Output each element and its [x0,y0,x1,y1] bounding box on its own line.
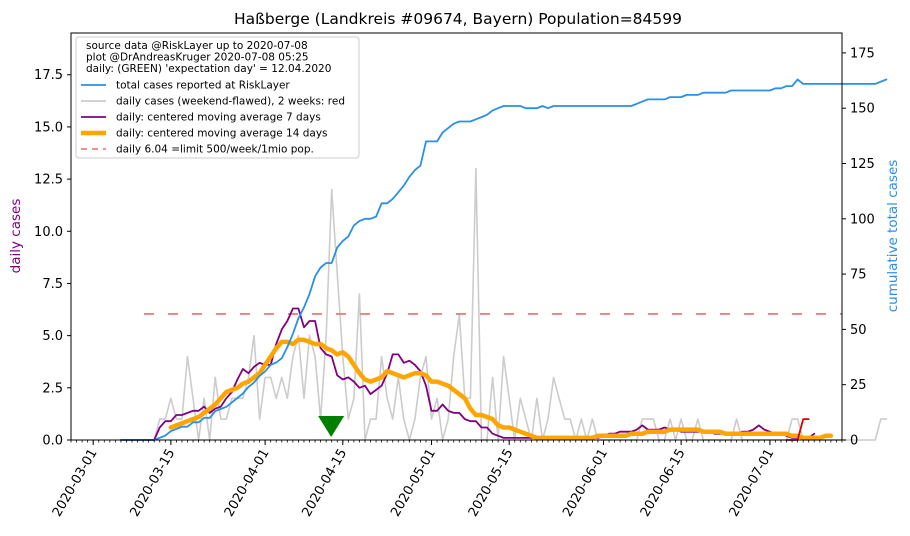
legend-info-line: source data @RiskLayer up to 2020-07-08 [86,40,308,52]
y-tick-label-right: 175 [850,46,875,61]
y-tick-label-right: 25 [850,378,867,393]
series-ma14 [168,337,834,441]
series-total-cases [120,78,888,441]
y-tick-label-left: 2.5 [42,381,63,396]
legend-limit-label: daily 6.04 =limit 500/week/1mio pop. [116,144,314,156]
y-tick-label-left: 12.5 [34,173,63,188]
y-tick-label-left: 15.0 [34,120,63,135]
y-tick-label-left: 7.5 [42,277,63,292]
y-axis-label-left: daily cases [8,199,24,274]
y-tick-label-left: 5.0 [42,329,63,344]
plot-frame [70,32,843,441]
chart-title: Haßberge (Landkreis #09674, Bayern) Popu… [234,10,682,28]
y-tick-label-right: 0 [850,434,858,449]
y-tick-label-left: 0.0 [42,434,63,449]
y-tick-label-left: 17.5 [34,68,63,83]
legend-ma7-label: daily: centered moving average 7 days [116,112,321,124]
y-tick-label-right: 50 [850,323,867,338]
legend-ma14-label: daily: centered moving average 14 days [116,128,328,140]
y-tick-label-right: 75 [850,268,867,283]
y-axis-label-right: cumulative total cases [885,160,901,313]
legend-info-line: daily: (GREEN) 'expectation day' = 12.04… [86,63,331,75]
y-tick-label-right: 150 [850,102,875,117]
legend-box [75,36,360,159]
legend-info-line: plot @DrAndreasKruger 2020-07-08 05:25 [86,52,309,64]
y-tick-label-right: 125 [850,157,875,172]
expectation-day-marker [318,416,345,437]
legend: source data @RiskLayer up to 2020-07-08p… [75,36,360,159]
y-tick-label-right: 100 [850,212,875,227]
legend-daily-cases-label: daily cases (weekend-flawed), 2 weeks: r… [116,96,345,108]
legend-total-cases-label: total cases reported at RiskLayer [116,80,290,92]
y-tick-label-left: 10.0 [34,225,63,240]
